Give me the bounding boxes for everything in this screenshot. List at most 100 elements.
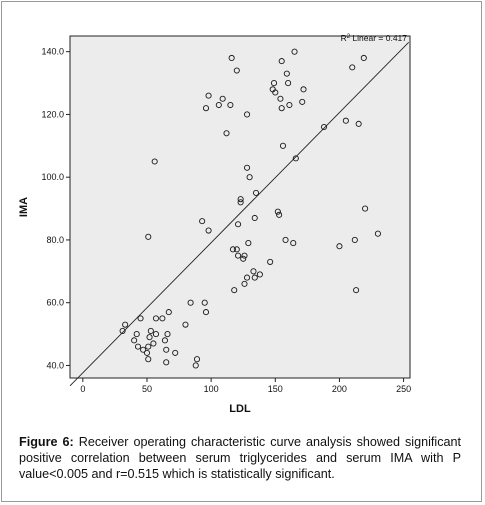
- y-tick-label: 40.0: [46, 360, 64, 370]
- data-point: [291, 48, 298, 55]
- y-tick-label: 60.0: [46, 298, 64, 308]
- data-point: [237, 199, 244, 206]
- data-point: [292, 155, 299, 162]
- data-point: [285, 80, 292, 87]
- data-point: [282, 236, 289, 243]
- data-point: [150, 340, 157, 347]
- x-tick-label: 200: [332, 384, 347, 394]
- data-point: [246, 174, 253, 181]
- data-point: [143, 349, 151, 356]
- data-point: [145, 233, 152, 240]
- x-tick-label: 100: [204, 384, 219, 394]
- data-point: [286, 101, 293, 109]
- data-point: [193, 356, 201, 363]
- data-point: [201, 299, 208, 306]
- data-point: [161, 337, 168, 344]
- data-point: [235, 221, 242, 228]
- data-point: [251, 274, 258, 281]
- x-tick-label: 50: [142, 384, 152, 394]
- data-point: [320, 123, 328, 131]
- data-point: [122, 321, 129, 328]
- data-point: [278, 105, 285, 112]
- data-point: [374, 230, 381, 237]
- data-point: [233, 67, 240, 74]
- data-point: [244, 111, 251, 118]
- figure-caption: Figure 6: Receiver operating characteris…: [19, 434, 461, 482]
- data-point: [349, 64, 356, 71]
- data-point: [235, 252, 242, 259]
- data-point: [244, 164, 251, 171]
- fit-line-layer: [69, 41, 410, 387]
- data-point: [278, 58, 285, 65]
- data-point: [215, 101, 222, 109]
- data-point: [145, 356, 152, 363]
- data-point: [252, 189, 260, 196]
- data-point: [205, 227, 212, 234]
- data-point: [241, 280, 248, 287]
- data-point: [256, 271, 263, 278]
- data-point: [202, 309, 210, 316]
- data-point: [241, 252, 248, 259]
- caption-label: Figure 6:: [19, 435, 74, 449]
- data-point: [270, 80, 278, 87]
- plot-area: [69, 35, 411, 379]
- data-point: [205, 92, 212, 99]
- data-point: [362, 205, 369, 212]
- data-point: [137, 315, 144, 322]
- data-point: [233, 246, 240, 253]
- data-point: [131, 337, 138, 344]
- data-point: [163, 346, 170, 353]
- data-points: [119, 48, 381, 369]
- data-point: [300, 86, 307, 93]
- data-point: [119, 327, 126, 334]
- data-point: [229, 246, 236, 253]
- data-point: [227, 101, 234, 109]
- data-point: [147, 327, 154, 334]
- y-tick-label: 120.0: [41, 109, 64, 119]
- data-point: [336, 243, 343, 250]
- y-tick-label: 80.0: [46, 235, 64, 245]
- data-point: [152, 331, 160, 338]
- data-point: [251, 214, 258, 222]
- data-point: [250, 268, 257, 275]
- data-point: [182, 321, 189, 328]
- data-point: [187, 299, 194, 306]
- data-point: [342, 117, 349, 124]
- x-tick-label: 150: [268, 384, 283, 394]
- scatter-chart: 0 50 100 150 200 250 40.0 60.0 80.0 100.0 120.0 140…: [18, 33, 411, 415]
- x-axis-label: LDL: [229, 403, 251, 415]
- data-point: [231, 287, 238, 294]
- data-point: [228, 54, 235, 62]
- data-point: [245, 240, 252, 247]
- data-point: [240, 255, 247, 262]
- y-tick-label: 100.0: [41, 172, 64, 182]
- caption-text: Receiver operating characteristic curve …: [19, 435, 461, 481]
- data-point: [360, 54, 367, 62]
- data-point: [353, 287, 360, 294]
- data-point: [145, 343, 152, 350]
- data-point: [172, 349, 179, 356]
- data-point: [219, 95, 226, 102]
- data-point: [152, 315, 160, 322]
- fit-line-label: R2 Linear = 0.417: [341, 33, 408, 43]
- data-point: [151, 158, 158, 165]
- y-tick-label: 140.0: [41, 47, 64, 57]
- data-point: [163, 359, 170, 366]
- data-point: [237, 196, 244, 203]
- data-point: [133, 331, 140, 338]
- data-point: [272, 89, 279, 96]
- axes: 0 50 100 150 200 250 40.0 60.0 80.0 100.0 120.0 140…: [41, 47, 411, 394]
- data-point: [276, 211, 283, 218]
- data-point: [267, 258, 274, 265]
- data-point: [274, 208, 281, 215]
- data-point: [134, 343, 142, 350]
- data-point: [164, 331, 171, 338]
- data-point: [290, 240, 297, 247]
- data-point: [140, 346, 147, 353]
- data-point: [277, 95, 284, 102]
- x-tick-label: 250: [396, 384, 411, 394]
- x-tick-label: 0: [80, 384, 85, 394]
- data-point: [192, 362, 199, 369]
- data-point: [146, 334, 153, 341]
